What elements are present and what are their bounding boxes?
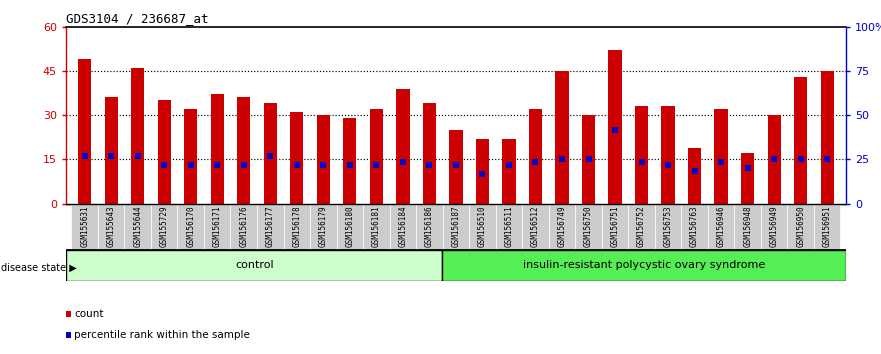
Text: GSM155644: GSM155644 — [133, 206, 142, 247]
Bar — [635, 106, 648, 204]
Bar — [707, 204, 735, 250]
Bar — [158, 100, 171, 204]
Text: GSM156181: GSM156181 — [372, 206, 381, 247]
Bar — [735, 204, 761, 250]
Text: GSM156184: GSM156184 — [398, 206, 407, 247]
Text: GSM155729: GSM155729 — [159, 206, 168, 247]
Bar — [688, 148, 701, 204]
Text: GSM156170: GSM156170 — [186, 206, 196, 247]
Text: GSM156763: GSM156763 — [690, 206, 700, 247]
Bar — [98, 204, 124, 250]
Text: GSM156951: GSM156951 — [823, 206, 832, 247]
Bar — [609, 50, 622, 204]
Text: GSM156949: GSM156949 — [770, 206, 779, 247]
Text: GSM156753: GSM156753 — [663, 206, 672, 247]
Text: percentile rank within the sample: percentile rank within the sample — [74, 330, 250, 341]
Bar — [204, 204, 231, 250]
Bar — [105, 97, 118, 204]
Bar — [344, 118, 357, 204]
Bar — [71, 204, 98, 250]
Text: GSM156177: GSM156177 — [266, 206, 275, 247]
Bar — [714, 109, 728, 204]
Text: GSM156948: GSM156948 — [744, 206, 752, 247]
Bar — [237, 97, 250, 204]
Bar — [263, 103, 277, 204]
Bar — [767, 115, 781, 204]
Text: GSM156179: GSM156179 — [319, 206, 328, 247]
Bar — [78, 59, 92, 204]
Bar — [794, 77, 807, 204]
Bar — [211, 95, 224, 204]
Text: GSM156946: GSM156946 — [716, 206, 726, 247]
Text: GSM156511: GSM156511 — [505, 206, 514, 247]
Bar — [655, 204, 681, 250]
Bar — [66, 250, 442, 281]
Bar — [337, 204, 363, 250]
Bar — [628, 204, 655, 250]
Bar — [363, 204, 389, 250]
Bar — [761, 204, 788, 250]
Bar — [602, 204, 628, 250]
Bar — [575, 204, 602, 250]
Bar — [389, 204, 416, 250]
Bar — [681, 204, 707, 250]
Text: GSM156178: GSM156178 — [292, 206, 301, 247]
Bar — [476, 139, 489, 204]
Text: disease state ▶: disease state ▶ — [1, 262, 77, 272]
Bar — [442, 204, 470, 250]
Bar — [529, 109, 542, 204]
Text: GSM156512: GSM156512 — [531, 206, 540, 247]
Text: GSM156510: GSM156510 — [478, 206, 487, 247]
Bar — [522, 204, 549, 250]
Text: GSM156186: GSM156186 — [425, 206, 434, 247]
Text: GSM155643: GSM155643 — [107, 206, 115, 247]
Bar — [581, 115, 596, 204]
Bar — [416, 204, 442, 250]
Bar — [555, 71, 568, 204]
Bar — [290, 112, 303, 204]
Text: GSM156950: GSM156950 — [796, 206, 805, 247]
Bar — [814, 204, 840, 250]
Text: GSM156187: GSM156187 — [451, 206, 461, 247]
Bar — [470, 204, 496, 250]
Bar — [496, 204, 522, 250]
Bar — [423, 103, 436, 204]
Bar — [257, 204, 284, 250]
Text: GSM156180: GSM156180 — [345, 206, 354, 247]
Bar — [231, 204, 257, 250]
Bar — [662, 106, 675, 204]
Bar — [131, 68, 144, 204]
Text: GSM156171: GSM156171 — [212, 206, 222, 247]
Text: insulin-resistant polycystic ovary syndrome: insulin-resistant polycystic ovary syndr… — [523, 261, 766, 270]
Bar — [151, 204, 177, 250]
Text: GSM156176: GSM156176 — [240, 206, 248, 247]
Bar — [124, 204, 151, 250]
Bar — [442, 250, 846, 281]
Bar — [396, 88, 410, 204]
Bar — [284, 204, 310, 250]
Text: count: count — [74, 309, 103, 319]
Bar — [370, 109, 383, 204]
Bar — [502, 139, 515, 204]
Bar — [316, 115, 330, 204]
Bar — [741, 153, 754, 204]
Bar — [549, 204, 575, 250]
Bar — [184, 109, 197, 204]
Text: GDS3104 / 236687_at: GDS3104 / 236687_at — [66, 12, 209, 25]
Bar — [449, 130, 463, 204]
Text: GSM156749: GSM156749 — [558, 206, 566, 247]
Text: control: control — [235, 261, 274, 270]
Text: GSM155631: GSM155631 — [80, 206, 89, 247]
Bar — [310, 204, 337, 250]
Bar — [820, 71, 833, 204]
Text: GSM156750: GSM156750 — [584, 206, 593, 247]
Text: GSM156752: GSM156752 — [637, 206, 646, 247]
Text: GSM156751: GSM156751 — [611, 206, 619, 247]
Bar — [177, 204, 204, 250]
Bar — [788, 204, 814, 250]
